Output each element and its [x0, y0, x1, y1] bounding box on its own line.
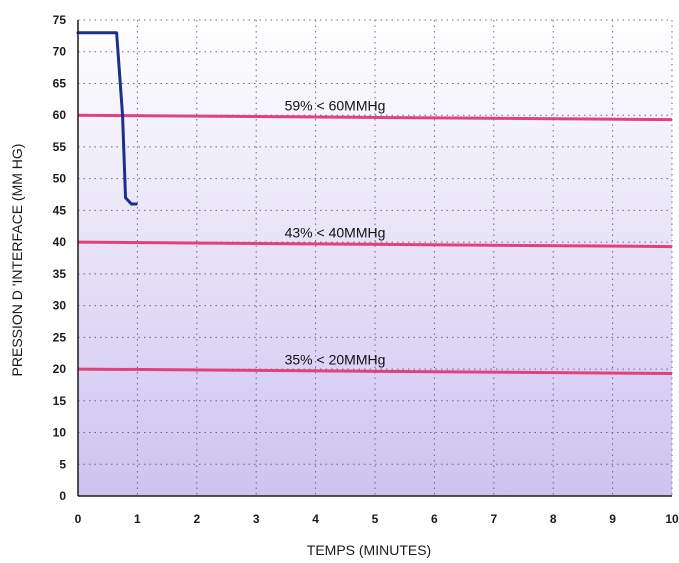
y-tick-label: 25: [53, 330, 67, 344]
data-series: [76, 31, 138, 206]
threshold-line: [77, 240, 673, 249]
y-tick-label: 15: [53, 394, 67, 408]
x-tick-label: 9: [609, 512, 616, 526]
threshold-label: 59% < 60MMHg: [285, 97, 386, 113]
x-tick-label: 7: [490, 512, 497, 526]
x-tick-label: 8: [550, 512, 557, 526]
y-tick-label: 60: [53, 108, 67, 122]
pressure-series-line: [76, 31, 138, 206]
y-tick-label: 70: [53, 45, 67, 59]
x-tick-label: 4: [312, 512, 319, 526]
y-tick-label: 50: [53, 172, 67, 186]
grid-lines: [78, 19, 673, 496]
x-tick-label: 6: [431, 512, 438, 526]
y-tick-label: 20: [53, 362, 67, 376]
y-tick-label: 55: [53, 140, 67, 154]
x-tick-label: 10: [665, 512, 679, 526]
reference-lines: 59% < 60MMHg 43% < 40MMHg 35% < 20MMHg: [77, 97, 673, 376]
x-tick-label: 5: [372, 512, 379, 526]
y-tick-label: 5: [59, 457, 66, 471]
x-tick-label: 0: [75, 512, 82, 526]
threshold-label: 35% < 20MMHg: [285, 351, 386, 367]
y-tick-label: 35: [53, 267, 67, 281]
y-tick-label: 0: [59, 489, 66, 503]
y-tick-label: 45: [53, 203, 67, 217]
axes: [77, 20, 672, 497]
x-tick-label: 3: [253, 512, 260, 526]
x-axis-title: TEMPS (MINUTES): [307, 542, 431, 558]
threshold-line: [77, 113, 673, 122]
y-tick-label: 65: [53, 76, 67, 90]
threshold-label: 43% < 40MMHg: [285, 224, 386, 240]
y-tick-label: 40: [53, 235, 67, 249]
y-tick-label: 30: [53, 299, 67, 313]
x-tick-label: 2: [193, 512, 200, 526]
y-tick-label: 75: [53, 13, 67, 27]
x-tick-label: 1: [134, 512, 141, 526]
y-tick-label: 10: [53, 426, 67, 440]
y-axis-title: PRESSION D 'INTERFACE (MM HG): [9, 144, 25, 377]
threshold-line: [77, 367, 673, 376]
